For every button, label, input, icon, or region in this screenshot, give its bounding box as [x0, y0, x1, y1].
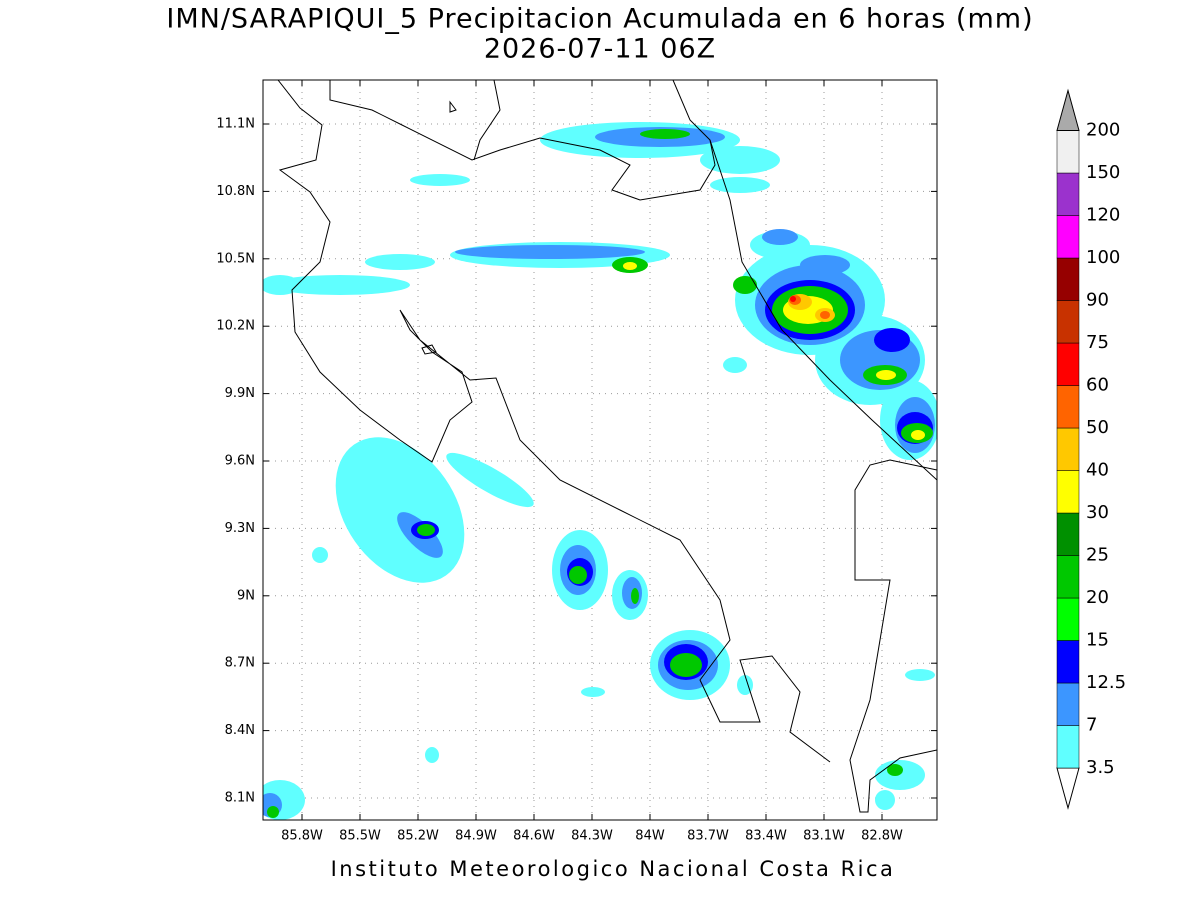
colorbar-segment — [1056, 172, 1080, 216]
colorbar-label: 12.5 — [1086, 672, 1126, 693]
colorbar-segment — [1056, 300, 1080, 344]
colorbar-label: 15 — [1086, 630, 1109, 651]
lat-label: 10.5N — [216, 251, 255, 266]
colorbar-label: 120 — [1086, 205, 1120, 226]
colorbar-label: 150 — [1086, 162, 1120, 183]
colorbar-label: 200 — [1086, 120, 1120, 141]
map-subtitle: 2026-07-11 06Z — [484, 34, 716, 65]
colorbar-segment — [1056, 257, 1080, 301]
lon-label: 84.9W — [455, 829, 497, 844]
lon-label: 83.1W — [803, 829, 845, 844]
grid: 11.1N 10.8N 10.5N 10.2N 9.9N 9.6N 9.3N 9N 8.7N 8.… — [216, 80, 937, 844]
lon-label: 85.2W — [397, 829, 439, 844]
colorbar-label: 25 — [1086, 545, 1109, 566]
colorbar-label: 50 — [1086, 417, 1109, 438]
colorbar-label: 100 — [1086, 247, 1120, 268]
colorbar-segment — [1056, 130, 1080, 174]
lat-label: 10.8N — [216, 184, 255, 199]
lat-label: 8.1N — [225, 791, 255, 806]
lat-label: 10.2N — [216, 319, 255, 334]
lat-label: 9N — [237, 588, 255, 603]
colorbar-segment — [1056, 555, 1080, 599]
colorbar-label: 30 — [1086, 502, 1109, 523]
colorbar-segment — [1056, 597, 1080, 641]
colorbar-label: 75 — [1086, 332, 1109, 353]
footer: Instituto Meteorologico Nacional Costa R… — [331, 857, 896, 881]
lon-label: 85.8W — [281, 829, 323, 844]
lon-label: 83.4W — [745, 829, 787, 844]
map-frame — [262, 79, 938, 821]
lon-label: 84W — [635, 829, 665, 844]
colorbar-segment — [1056, 640, 1080, 684]
colorbar-segment — [1056, 427, 1080, 471]
lat-label: 8.4N — [225, 723, 255, 738]
colorbar-segment — [1056, 512, 1080, 556]
lon-label: 84.6W — [513, 829, 555, 844]
lon-label: 84.3W — [571, 829, 613, 844]
lon-label: 85.5W — [339, 829, 381, 844]
colorbar: 3.5 7 12.5 15 20 25 30 40 50 60 75 90 100 120 150 200 — [1056, 88, 1126, 810]
colorbar-segment — [1056, 385, 1080, 429]
coastlines — [277, 80, 937, 813]
colorbar-segment — [1056, 682, 1080, 726]
colorbar-label: 3.5 — [1086, 757, 1115, 778]
colorbar-label: 90 — [1086, 290, 1109, 311]
colorbar-segment — [1056, 215, 1080, 259]
lat-label: 8.7N — [225, 656, 255, 671]
colorbar-label: 60 — [1086, 375, 1109, 396]
lat-label: 9.9N — [225, 386, 255, 401]
lat-label: 11.1N — [216, 117, 255, 132]
colorbar-below — [1056, 767, 1080, 810]
lat-label: 9.6N — [225, 454, 255, 469]
colorbar-label: 40 — [1086, 460, 1109, 481]
lon-label: 82.8W — [861, 829, 903, 844]
colorbar-above — [1056, 88, 1080, 131]
colorbar-segment — [1056, 470, 1080, 514]
lon-label: 83.7W — [687, 829, 729, 844]
colorbar-segment — [1056, 725, 1080, 769]
colorbar-label: 20 — [1086, 587, 1109, 608]
colorbar-segment — [1056, 342, 1080, 386]
precipitation-field — [263, 122, 937, 820]
colorbar-label: 7 — [1086, 715, 1097, 736]
map-title: IMN/SARAPIQUI_5 Precipitacion Acumulada … — [166, 4, 1033, 35]
lat-label: 9.3N — [225, 521, 255, 536]
